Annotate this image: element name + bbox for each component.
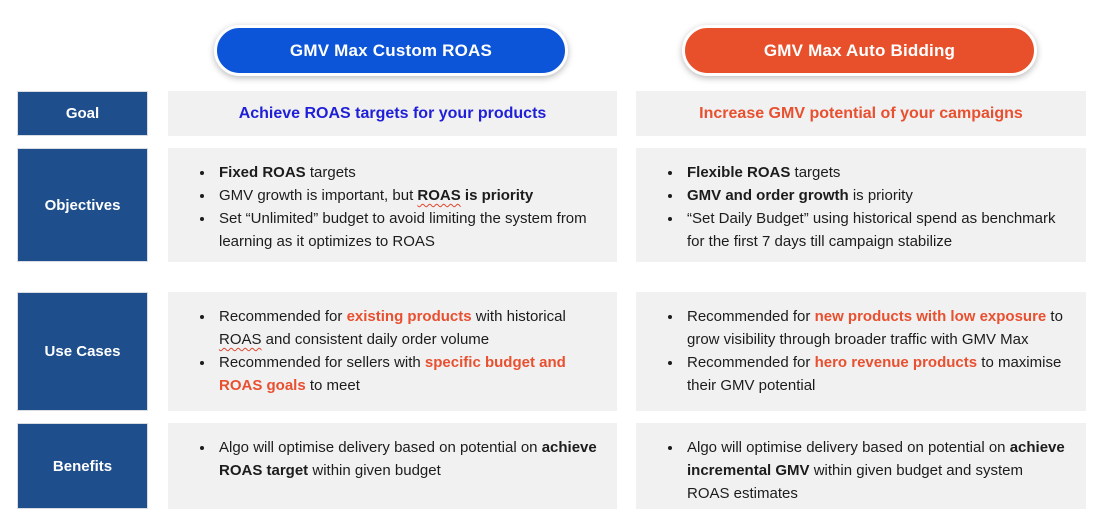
objectives-cell-custom-roas: Fixed ROAS targetsGMV growth is importan… xyxy=(168,148,617,262)
list-item: Set “Unlimited” budget to avoid limiting… xyxy=(215,207,599,253)
row-label-text: Use Cases xyxy=(44,343,121,360)
use-cases-list-custom-roas: Recommended for existing products with h… xyxy=(168,292,617,405)
row-label-goal: Goal xyxy=(17,91,148,136)
goal-text: Increase GMV potential of your campaigns xyxy=(699,104,1023,122)
goal-cell-auto-bidding: Increase GMV potential of your campaigns xyxy=(636,91,1086,136)
use-cases-cell-custom-roas: Recommended for existing products with h… xyxy=(168,292,617,411)
row-label-text: Goal xyxy=(65,105,100,122)
goal-text: Achieve ROAS targets for your products xyxy=(238,104,547,122)
list-item: Recommended for new products with low ex… xyxy=(683,305,1068,351)
list-item: GMV growth is important, but ROAS is pri… xyxy=(215,184,599,207)
list-item: Recommended for existing products with h… xyxy=(215,305,599,351)
column-header-label: GMV Max Auto Bidding xyxy=(763,40,956,60)
benefits-cell-custom-roas: Algo will optimise delivery based on pot… xyxy=(168,423,617,509)
benefits-cell-auto-bidding: Algo will optimise delivery based on pot… xyxy=(636,423,1086,509)
column-header-pill-custom-roas: GMV Max Custom ROAS xyxy=(214,25,568,76)
list-item: Algo will optimise delivery based on pot… xyxy=(215,436,599,482)
benefits-list-auto-bidding: Algo will optimise delivery based on pot… xyxy=(636,423,1086,513)
list-item: Fixed ROAS targets xyxy=(215,161,599,184)
column-header-pill-auto-bidding: GMV Max Auto Bidding xyxy=(682,25,1037,76)
benefits-list-custom-roas: Algo will optimise delivery based on pot… xyxy=(168,423,617,490)
list-item: Flexible ROAS targets xyxy=(683,161,1068,184)
row-label-use-cases: Use Cases xyxy=(17,292,148,411)
list-item: Recommended for sellers with specific bu… xyxy=(215,351,599,397)
list-item: Recommended for hero revenue products to… xyxy=(683,351,1068,397)
row-label-objectives: Objectives xyxy=(17,148,148,262)
list-item: Algo will optimise delivery based on pot… xyxy=(683,436,1068,505)
list-item: GMV and order growth is priority xyxy=(683,184,1068,207)
use-cases-cell-auto-bidding: Recommended for new products with low ex… xyxy=(636,292,1086,411)
use-cases-list-auto-bidding: Recommended for new products with low ex… xyxy=(636,292,1086,405)
row-label-text: Benefits xyxy=(52,457,113,475)
objectives-list-custom-roas: Fixed ROAS targetsGMV growth is importan… xyxy=(168,148,617,261)
row-label-text: Objectives xyxy=(44,196,121,214)
row-label-benefits: Benefits xyxy=(17,423,148,509)
objectives-list-auto-bidding: Flexible ROAS targetsGMV and order growt… xyxy=(636,148,1086,261)
objectives-cell-auto-bidding: Flexible ROAS targetsGMV and order growt… xyxy=(636,148,1086,262)
column-header-label: GMV Max Custom ROAS xyxy=(289,40,493,60)
list-item: “Set Daily Budget” using historical spen… xyxy=(683,207,1068,253)
goal-cell-custom-roas: Achieve ROAS targets for your products xyxy=(168,91,617,136)
